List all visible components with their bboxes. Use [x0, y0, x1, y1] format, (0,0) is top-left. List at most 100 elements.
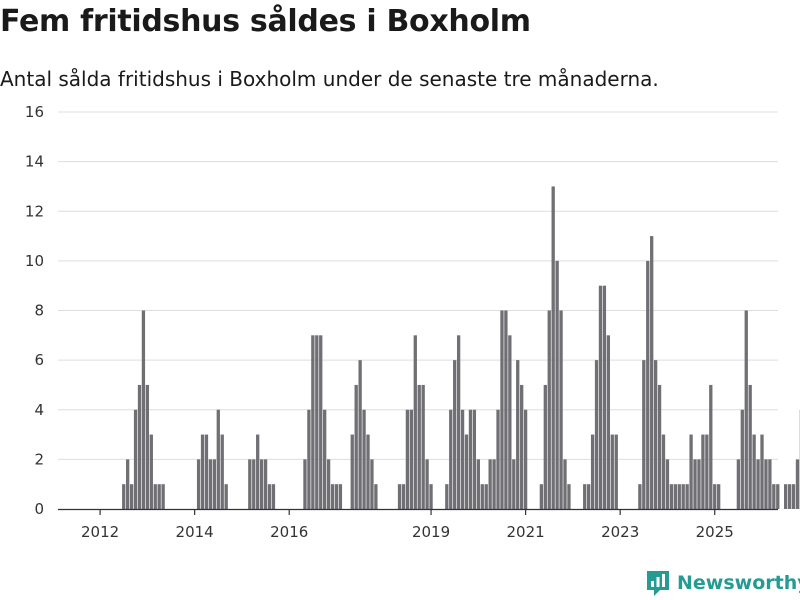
bar — [122, 484, 126, 509]
bar — [717, 484, 721, 509]
bar — [523, 409, 528, 509]
bar — [409, 409, 413, 509]
bar — [736, 459, 741, 510]
bar — [126, 459, 130, 510]
bar — [520, 384, 524, 509]
bar — [141, 310, 146, 509]
bar — [701, 434, 705, 509]
bar — [504, 310, 508, 509]
bar — [476, 459, 480, 510]
bar — [709, 384, 713, 509]
x-tick-label: 2025 — [696, 523, 734, 541]
bar — [456, 335, 461, 509]
bar — [480, 484, 484, 509]
bar — [472, 409, 477, 509]
bar — [256, 434, 260, 509]
bar — [791, 484, 796, 509]
bar — [319, 335, 323, 509]
bar — [161, 484, 165, 509]
bar — [543, 384, 547, 509]
y-tick-label: 14 — [25, 153, 44, 171]
bar — [764, 459, 768, 510]
brand-name: Newsworthy — [677, 572, 800, 594]
bar — [693, 459, 697, 510]
x-tick-label: 2019 — [412, 523, 450, 541]
y-tick-label: 2 — [34, 450, 44, 468]
bar — [760, 434, 764, 509]
x-tick-label: 2016 — [270, 523, 308, 541]
bar — [374, 484, 378, 509]
y-tick-label: 0 — [34, 500, 44, 518]
y-tick-label: 8 — [34, 302, 44, 320]
bar — [196, 459, 201, 510]
bar — [208, 459, 213, 510]
bar — [425, 459, 429, 510]
bar — [259, 459, 264, 510]
bar — [665, 459, 670, 510]
bar — [653, 360, 658, 510]
bar — [263, 459, 268, 510]
bar — [555, 260, 559, 510]
bar — [216, 409, 220, 509]
y-tick-label: 10 — [25, 252, 44, 270]
bar — [330, 484, 335, 509]
bar — [776, 484, 780, 509]
bar — [551, 186, 555, 509]
bar — [145, 384, 150, 509]
bar — [311, 335, 315, 509]
bar — [610, 434, 614, 509]
bar — [460, 409, 465, 509]
bar — [334, 484, 339, 509]
bar — [271, 484, 276, 509]
y-tick-label: 12 — [25, 202, 44, 220]
bar — [315, 335, 319, 509]
bar — [370, 459, 374, 510]
bar — [149, 434, 153, 509]
bar — [598, 285, 603, 509]
bar — [744, 310, 748, 509]
bar — [772, 484, 776, 509]
x-tick-label: 2014 — [176, 523, 214, 541]
bar — [157, 484, 161, 509]
bar — [787, 484, 792, 509]
newsworthy-brand[interactable]: Newsworthy — [645, 569, 800, 597]
bar — [464, 434, 469, 509]
bar — [252, 459, 256, 510]
bar — [594, 360, 599, 510]
chart-subtitle: Antal sålda fritidshus i Boxholm under d… — [0, 67, 659, 91]
x-tick-label: 2012 — [81, 523, 119, 541]
bar — [563, 459, 567, 510]
bar — [137, 384, 142, 509]
bar — [153, 484, 157, 509]
bar — [512, 459, 516, 510]
bar — [705, 434, 709, 509]
x-tick-label: 2021 — [507, 523, 545, 541]
x-tick-label: 2023 — [601, 523, 639, 541]
bar — [397, 484, 402, 509]
bar — [768, 459, 772, 510]
bar — [445, 484, 449, 509]
bar — [516, 360, 520, 510]
bar — [323, 409, 327, 509]
bar — [559, 310, 563, 509]
bar — [606, 335, 610, 509]
bar — [650, 236, 654, 509]
bar — [669, 484, 674, 509]
bars — [122, 186, 800, 510]
bar — [429, 484, 433, 509]
y-tick-label: 4 — [34, 401, 44, 419]
bar — [220, 434, 224, 509]
bar — [587, 484, 591, 509]
bar — [267, 484, 272, 509]
bar — [539, 484, 544, 509]
y-tick-label: 6 — [34, 351, 44, 369]
bar — [752, 434, 756, 509]
bar — [248, 459, 252, 510]
bar — [362, 409, 366, 509]
bar — [405, 409, 410, 509]
bar — [784, 484, 788, 509]
bar — [673, 484, 677, 509]
newsworthy-logo-icon — [647, 571, 669, 596]
bar — [307, 409, 311, 509]
